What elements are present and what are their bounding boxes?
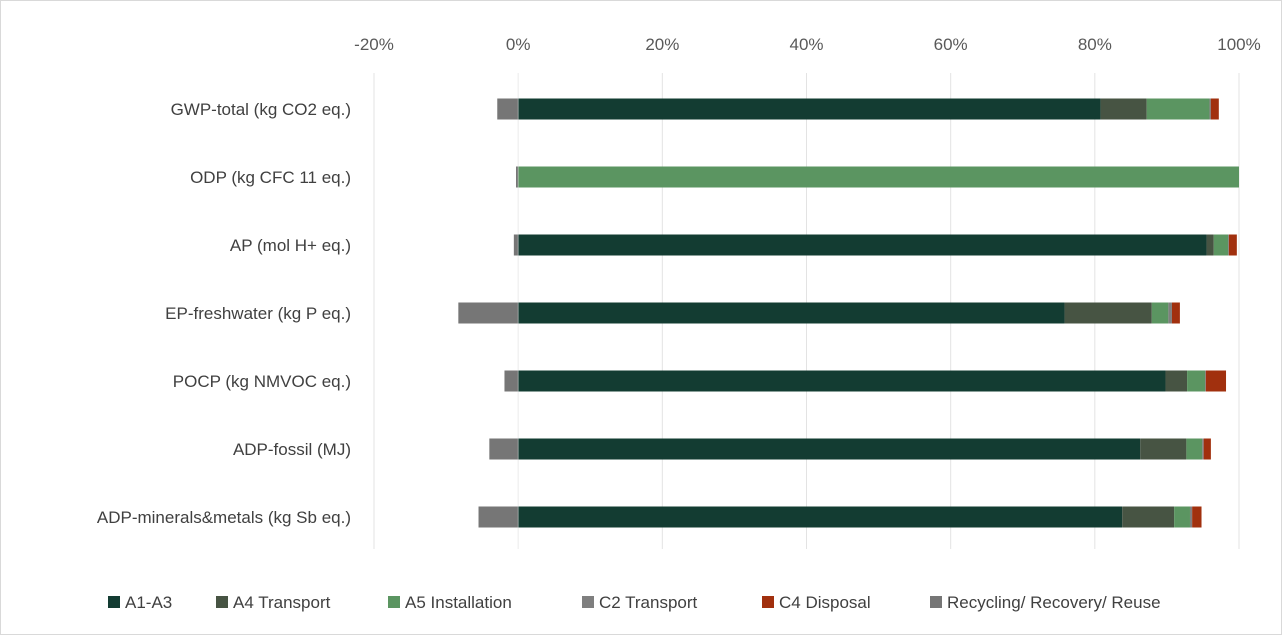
bar-segment-a5-installation <box>1187 370 1206 392</box>
bar-segment-c4-disposal <box>1203 438 1211 460</box>
legend-label: A4 Transport <box>233 593 331 612</box>
legend-item-c2-transport: C2 Transport <box>582 593 698 612</box>
legend-label: A1-A3 <box>125 593 172 612</box>
bar-segment-a5-installation <box>1186 438 1203 460</box>
bar-segment-a5-installation <box>1151 302 1169 324</box>
x-tick-label: 60% <box>934 35 968 54</box>
legend: A1-A3 A4 Transport A5 Installation C2 Trans… <box>108 593 1161 612</box>
bar-segment-c2-transport <box>1168 302 1172 324</box>
legend-item-c4-disposal: C4 Disposal <box>762 593 871 612</box>
x-tick-label: 100% <box>1217 35 1260 54</box>
x-tick-label: 20% <box>645 35 679 54</box>
legend-swatch <box>582 596 594 608</box>
bar-segment-a4-transport <box>1064 302 1152 324</box>
category-label: ADP-fossil (MJ) <box>233 440 351 459</box>
bar-segment-recycling-recovery-reuse <box>458 302 519 324</box>
legend-label: C2 Transport <box>599 593 698 612</box>
category-label: POCP (kg NMVOC eq.) <box>173 372 351 391</box>
bar-segment-a4-transport <box>1165 370 1188 392</box>
bar-segment-c4-disposal <box>1228 234 1237 256</box>
bar-segment-c4-disposal <box>1210 98 1219 120</box>
bar-segment-c4-disposal <box>1192 506 1202 528</box>
bar-segment-c2-transport <box>1205 370 1206 392</box>
category-label: ADP-minerals&metals (kg Sb eq.) <box>97 508 351 527</box>
category-label: GWP-total (kg CO2 eq.) <box>171 100 351 119</box>
bar-segment-c2-transport <box>1202 438 1204 460</box>
bar-segment-a1-a3 <box>518 370 1166 392</box>
legend-item-a1-a3: A1-A3 <box>108 593 172 612</box>
legend-item-a5-installation: A5 Installation <box>388 593 512 612</box>
category-label: EP-freshwater (kg P eq.) <box>165 304 351 323</box>
bar-segment-a1-a3 <box>518 506 1123 528</box>
bar-segment-a4-transport <box>1122 506 1175 528</box>
legend-label: Recycling/ Recovery/ Reuse <box>947 593 1161 612</box>
category-label: AP (mol H+ eq.) <box>230 236 351 255</box>
x-tick-label: 80% <box>1078 35 1112 54</box>
bar-segment-c4-disposal <box>1205 370 1227 392</box>
x-axis-ticks: -20% 0% 20% 40% 60% 80% 100% <box>354 35 1261 54</box>
bar-segment-a5-installation <box>1213 234 1229 256</box>
bar-segment-a4-transport <box>1100 98 1147 120</box>
bar-segment-c2-transport <box>1209 98 1211 120</box>
legend-swatch <box>108 596 120 608</box>
bar-segment-c2-transport <box>1228 234 1229 256</box>
x-tick-label: -20% <box>354 35 394 54</box>
legend-swatch <box>216 596 228 608</box>
category-labels: GWP-total (kg CO2 eq.) ODP (kg CFC 11 eq.… <box>97 100 351 527</box>
bar-segment-recycling-recovery-reuse <box>504 370 519 392</box>
bar-segment-a1-a3 <box>518 438 1141 460</box>
bar-segment-recycling-recovery-reuse <box>478 506 519 528</box>
legend-swatch <box>762 596 774 608</box>
bar-segment-a4-transport <box>1206 234 1214 256</box>
legend-swatch <box>388 596 400 608</box>
bar-segment-a1-a3 <box>518 98 1101 120</box>
bar-segment-recycling-recovery-reuse <box>516 166 519 188</box>
bar-segment-a4-transport <box>1140 438 1187 460</box>
bar-segment-c2-transport <box>1189 506 1193 528</box>
bar-segment-a1-a3 <box>518 234 1207 256</box>
x-tick-label: 0% <box>506 35 531 54</box>
bar-segment-a5-installation <box>1146 98 1210 120</box>
legend-swatch <box>930 596 942 608</box>
legend-label: C4 Disposal <box>779 593 871 612</box>
bar-segment-a5-installation <box>518 166 1239 188</box>
legend-item-a4-transport: A4 Transport <box>216 593 331 612</box>
bar-segment-c4-disposal <box>1171 302 1180 324</box>
legend-item-recycling-recovery-reuse: Recycling/ Recovery/ Reuse <box>930 593 1161 612</box>
bar-segment-recycling-recovery-reuse <box>497 98 519 120</box>
bar-segment-recycling-recovery-reuse <box>489 438 519 460</box>
x-tick-label: 40% <box>789 35 823 54</box>
bars <box>458 73 1239 549</box>
bar-segment-a1-a3 <box>518 302 1065 324</box>
category-label: ODP (kg CFC 11 eq.) <box>190 168 351 187</box>
legend-label: A5 Installation <box>405 593 512 612</box>
bar-segment-recycling-recovery-reuse <box>513 234 519 256</box>
bar-segment-a5-installation <box>1174 506 1190 528</box>
